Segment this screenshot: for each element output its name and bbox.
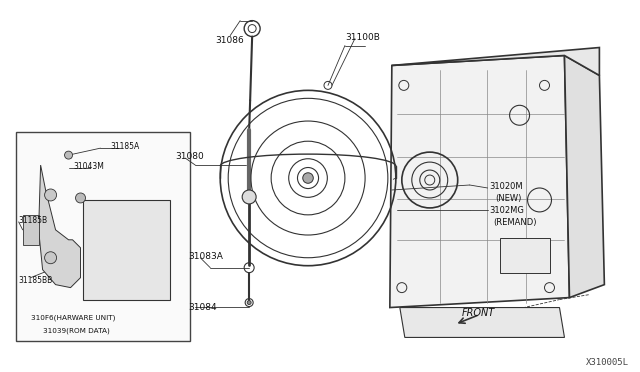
Bar [15, 132, 190, 341]
Text: 31039(ROM DATA): 31039(ROM DATA) [43, 327, 109, 334]
Text: 31043M: 31043M [74, 162, 104, 171]
Text: 31084: 31084 [188, 302, 217, 312]
Circle shape [45, 252, 56, 264]
Polygon shape [564, 55, 604, 298]
Circle shape [45, 189, 56, 201]
Text: 31020M: 31020M [490, 182, 524, 191]
Circle shape [65, 151, 72, 159]
Text: (REMAND): (REMAND) [493, 218, 537, 227]
Bar [83, 200, 170, 299]
Polygon shape [390, 55, 570, 308]
Polygon shape [500, 238, 550, 273]
Text: 31185BB: 31185BB [19, 276, 53, 285]
Text: 31080: 31080 [175, 152, 204, 161]
Polygon shape [38, 165, 81, 288]
Text: 31185A: 31185A [111, 142, 140, 151]
Text: 310F6(HARWARE UNIT): 310F6(HARWARE UNIT) [31, 314, 115, 321]
Circle shape [303, 173, 314, 183]
Polygon shape [400, 308, 564, 337]
Text: 31185B: 31185B [19, 216, 48, 225]
Circle shape [247, 301, 251, 305]
Text: (NEW): (NEW) [495, 194, 522, 203]
Text: 31086: 31086 [215, 36, 244, 45]
Text: FRONT: FRONT [461, 308, 495, 318]
Circle shape [76, 193, 86, 203]
Text: 31100B: 31100B [345, 33, 380, 42]
Circle shape [242, 190, 256, 204]
Text: 3102MG: 3102MG [490, 206, 525, 215]
Text: 31083A: 31083A [188, 252, 223, 261]
Polygon shape [392, 48, 600, 76]
Polygon shape [22, 215, 38, 245]
Text: X310005L: X310005L [586, 358, 629, 367]
